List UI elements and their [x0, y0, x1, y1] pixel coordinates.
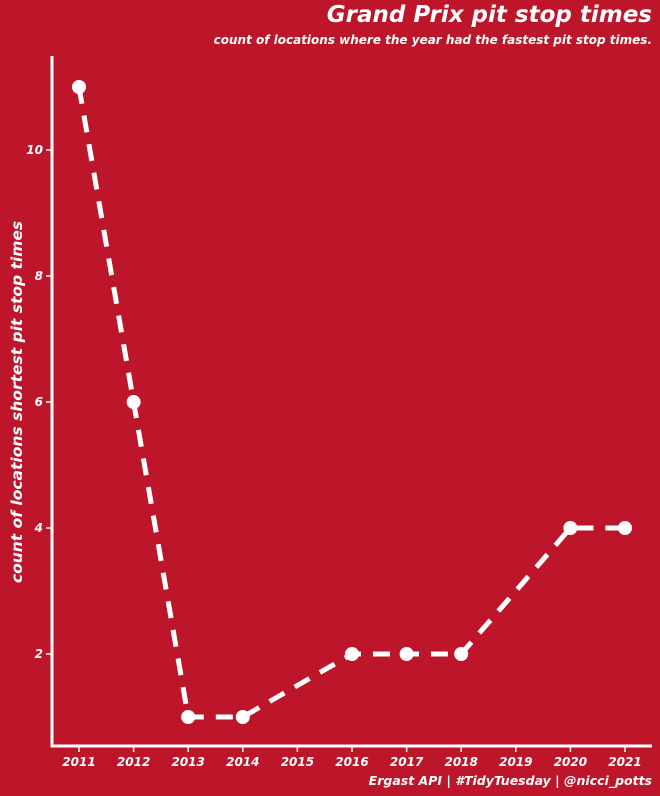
- x-tick-label: 2020: [554, 755, 587, 769]
- x-tick-label: 2011: [62, 755, 95, 769]
- chart-subtitle: count of locations where the year had th…: [213, 33, 652, 47]
- x-tick-label: 2016: [335, 755, 368, 769]
- chart-caption: Ergast API | #TidyTuesday | @nicci_potts: [368, 773, 652, 788]
- x-tick-label: 2018: [444, 755, 477, 769]
- data-point: [235, 710, 250, 724]
- y-tick-label: 10: [26, 143, 43, 157]
- data-point: [345, 647, 359, 661]
- y-tick-label: 2: [35, 647, 43, 661]
- y-tick-label: 8: [35, 269, 43, 283]
- chart-title: Grand Prix pit stop times: [326, 2, 652, 28]
- data-point: [454, 647, 469, 661]
- x-tick-label: 2017: [390, 755, 424, 769]
- y-axis-ticks: 2 4 6 8 10: [26, 143, 51, 661]
- y-tick-label: 6: [35, 395, 43, 409]
- data-point: [72, 80, 86, 94]
- x-tick-label: 2021: [608, 755, 641, 769]
- data-point: [126, 395, 141, 409]
- data-point: [399, 647, 414, 661]
- x-tick-label: 2015: [281, 755, 314, 769]
- x-tick-label: 2019: [499, 755, 532, 769]
- data-point: [618, 521, 632, 535]
- x-tick-label: 2013: [171, 755, 204, 769]
- x-axis-ticks: 2011 2012 2013 2014 2015 2016 2017 2018 2019 2020…: [62, 747, 642, 769]
- data-point: [181, 710, 196, 724]
- series-line: [76, 86, 625, 720]
- y-tick-label: 4: [34, 521, 43, 535]
- x-tick-label: 2014: [226, 755, 259, 769]
- y-axis-title: count of locations shortest pit stop tim…: [8, 221, 26, 583]
- x-tick-label: 2012: [117, 755, 150, 769]
- data-points: [72, 80, 632, 724]
- data-point: [563, 521, 578, 535]
